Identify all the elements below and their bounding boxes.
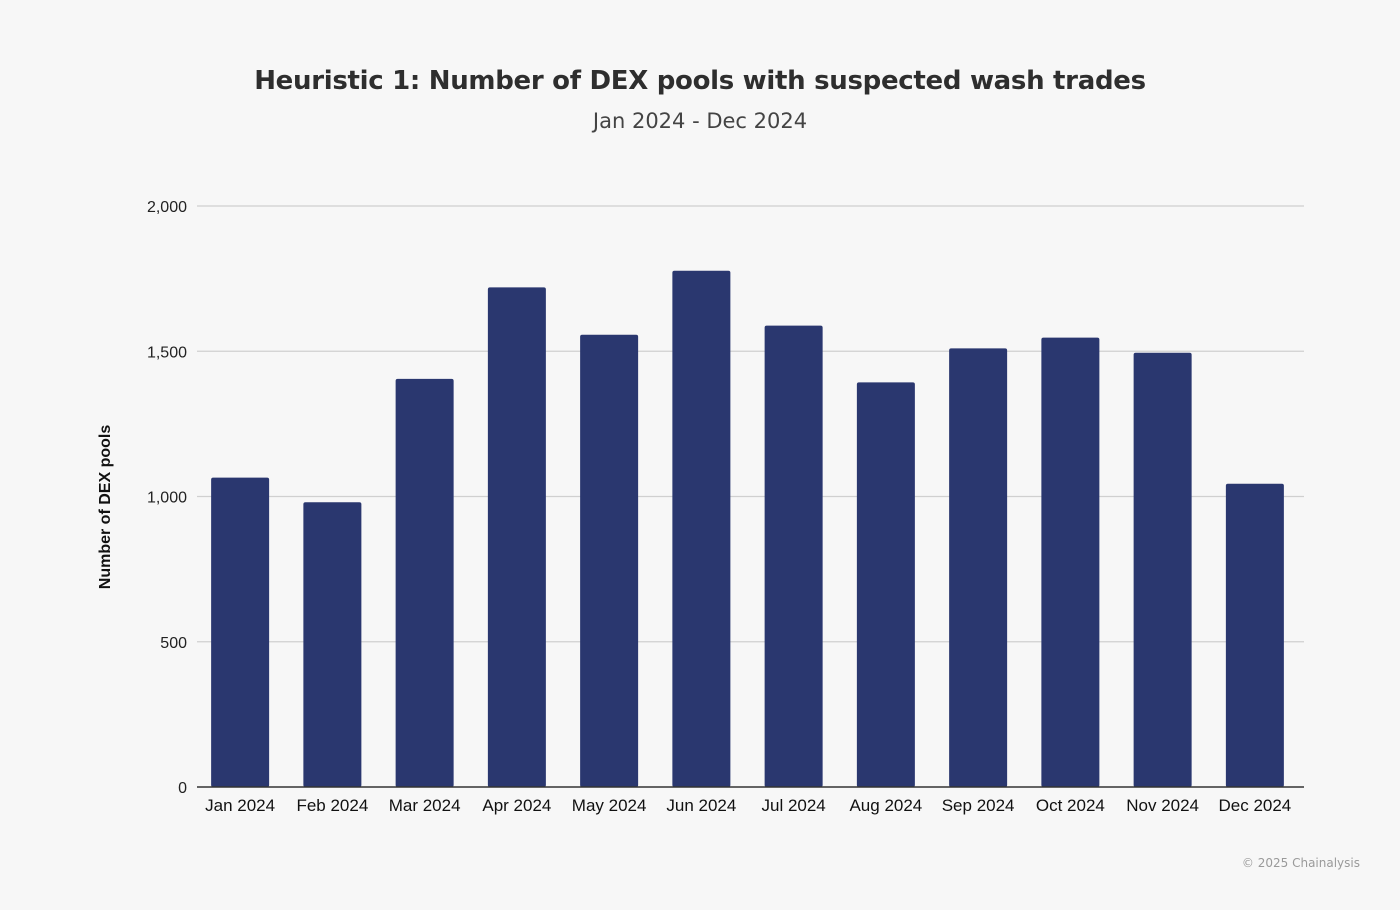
bar-mar-2024 bbox=[395, 378, 454, 787]
x-tick-label: Jul 2024 bbox=[761, 796, 825, 815]
bar-jan-2024 bbox=[211, 477, 270, 787]
copyright-notice: © 2025 Chainalysis bbox=[1241, 856, 1360, 870]
y-tick-label: 500 bbox=[160, 635, 187, 652]
chart-title: Heuristic 1: Number of DEX pools with su… bbox=[254, 66, 1146, 96]
bar-may-2024 bbox=[580, 334, 639, 787]
x-tick-label: Aug 2024 bbox=[849, 796, 922, 815]
x-tick-label: Jun 2024 bbox=[666, 796, 736, 815]
bar-oct-2024 bbox=[1041, 337, 1100, 787]
x-tick-label: Nov 2024 bbox=[1126, 796, 1199, 815]
y-tick-label: 2,000 bbox=[147, 199, 187, 216]
y-tick-label: 1,000 bbox=[147, 490, 187, 507]
bar-dec-2024 bbox=[1225, 483, 1284, 787]
x-tick-label: Apr 2024 bbox=[482, 796, 551, 815]
bar-apr-2024 bbox=[487, 287, 546, 787]
x-tick-label: May 2024 bbox=[572, 796, 647, 815]
x-tick-label: Oct 2024 bbox=[1036, 796, 1105, 815]
bar-jul-2024 bbox=[764, 325, 823, 787]
gridlines bbox=[197, 205, 1304, 643]
bar-jun-2024 bbox=[672, 270, 731, 787]
x-tick-label: Sep 2024 bbox=[942, 796, 1015, 815]
x-tick-label: Mar 2024 bbox=[389, 796, 461, 815]
bar-nov-2024 bbox=[1133, 352, 1192, 787]
bar-feb-2024 bbox=[303, 502, 362, 787]
y-axis-label: Number of DEX pools bbox=[97, 425, 114, 590]
x-tick-label: Feb 2024 bbox=[296, 796, 368, 815]
y-axis-ticks: 0 500 1,000 1,500 2,000 bbox=[147, 199, 187, 797]
chart-subtitle: Jan 2024 - Dec 2024 bbox=[592, 109, 808, 133]
bar-aug-2024 bbox=[856, 382, 915, 787]
y-tick-label: 0 bbox=[178, 780, 187, 797]
x-tick-label: Jan 2024 bbox=[205, 796, 275, 815]
x-axis-ticks: Jan 2024 Feb 2024 Mar 2024 Apr 2024 May 2024… bbox=[205, 796, 1291, 815]
x-tick-label: Dec 2024 bbox=[1218, 796, 1291, 815]
y-tick-label: 1,500 bbox=[147, 344, 187, 361]
bar-sep-2024 bbox=[949, 348, 1008, 787]
bars bbox=[211, 270, 1284, 787]
